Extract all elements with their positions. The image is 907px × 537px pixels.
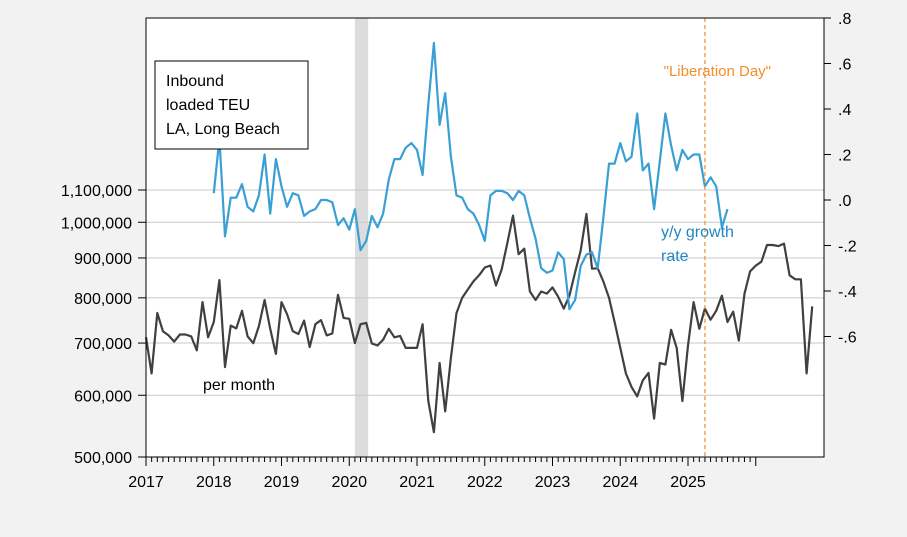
x-tick-label: 2018 (196, 474, 232, 491)
y-right-tick-label: .4 (838, 102, 851, 119)
liberation-day-label: "Liberation Day" (664, 63, 771, 80)
growth-label-line2: rate (661, 248, 689, 265)
per-month-label: per month (203, 377, 275, 394)
y-right-tick-label: -.2 (838, 239, 857, 256)
legend-line-3: LA, Long Beach (166, 121, 280, 138)
y-right-tick-label: .2 (838, 148, 851, 165)
y-left-tick-label: 800,000 (74, 291, 132, 308)
y-left-tick-label: 600,000 (74, 388, 132, 405)
y-right-tick-label: .0 (838, 193, 851, 210)
x-tick-label: 2023 (535, 474, 571, 491)
y-left-tick-label: 1,000,000 (61, 215, 132, 232)
x-tick-label: 2022 (467, 474, 503, 491)
growth-label-line1: y/y growth (661, 224, 734, 241)
x-tick-label: 2025 (670, 474, 706, 491)
teu-level-line (144, 212, 814, 434)
x-tick-label: 2024 (602, 474, 638, 491)
y-right-tick-label: .8 (838, 11, 851, 28)
x-tick-label: 2020 (331, 474, 367, 491)
recession-shading (354, 18, 369, 457)
legend-line-1: Inbound (166, 73, 224, 90)
y-left-tick-label: 500,000 (74, 450, 132, 467)
y-right-tick-label: -.4 (838, 284, 857, 301)
x-tick-label: 2019 (264, 474, 300, 491)
y-right-tick-label: -.6 (838, 330, 857, 347)
legend-line-2: loaded TEU (166, 97, 250, 114)
legend-box: Inbound loaded TEU LA, Long Beach (154, 60, 309, 150)
x-tick-label: 2017 (128, 474, 164, 491)
y-left-tick-label: 900,000 (74, 251, 132, 268)
x-tick-label: 2021 (399, 474, 435, 491)
y-left-tick-label: 1,100,000 (61, 183, 132, 200)
y-right-tick-label: .6 (838, 57, 851, 74)
yoy-growth-line (212, 41, 729, 311)
y-left-tick-label: 700,000 (74, 336, 132, 353)
